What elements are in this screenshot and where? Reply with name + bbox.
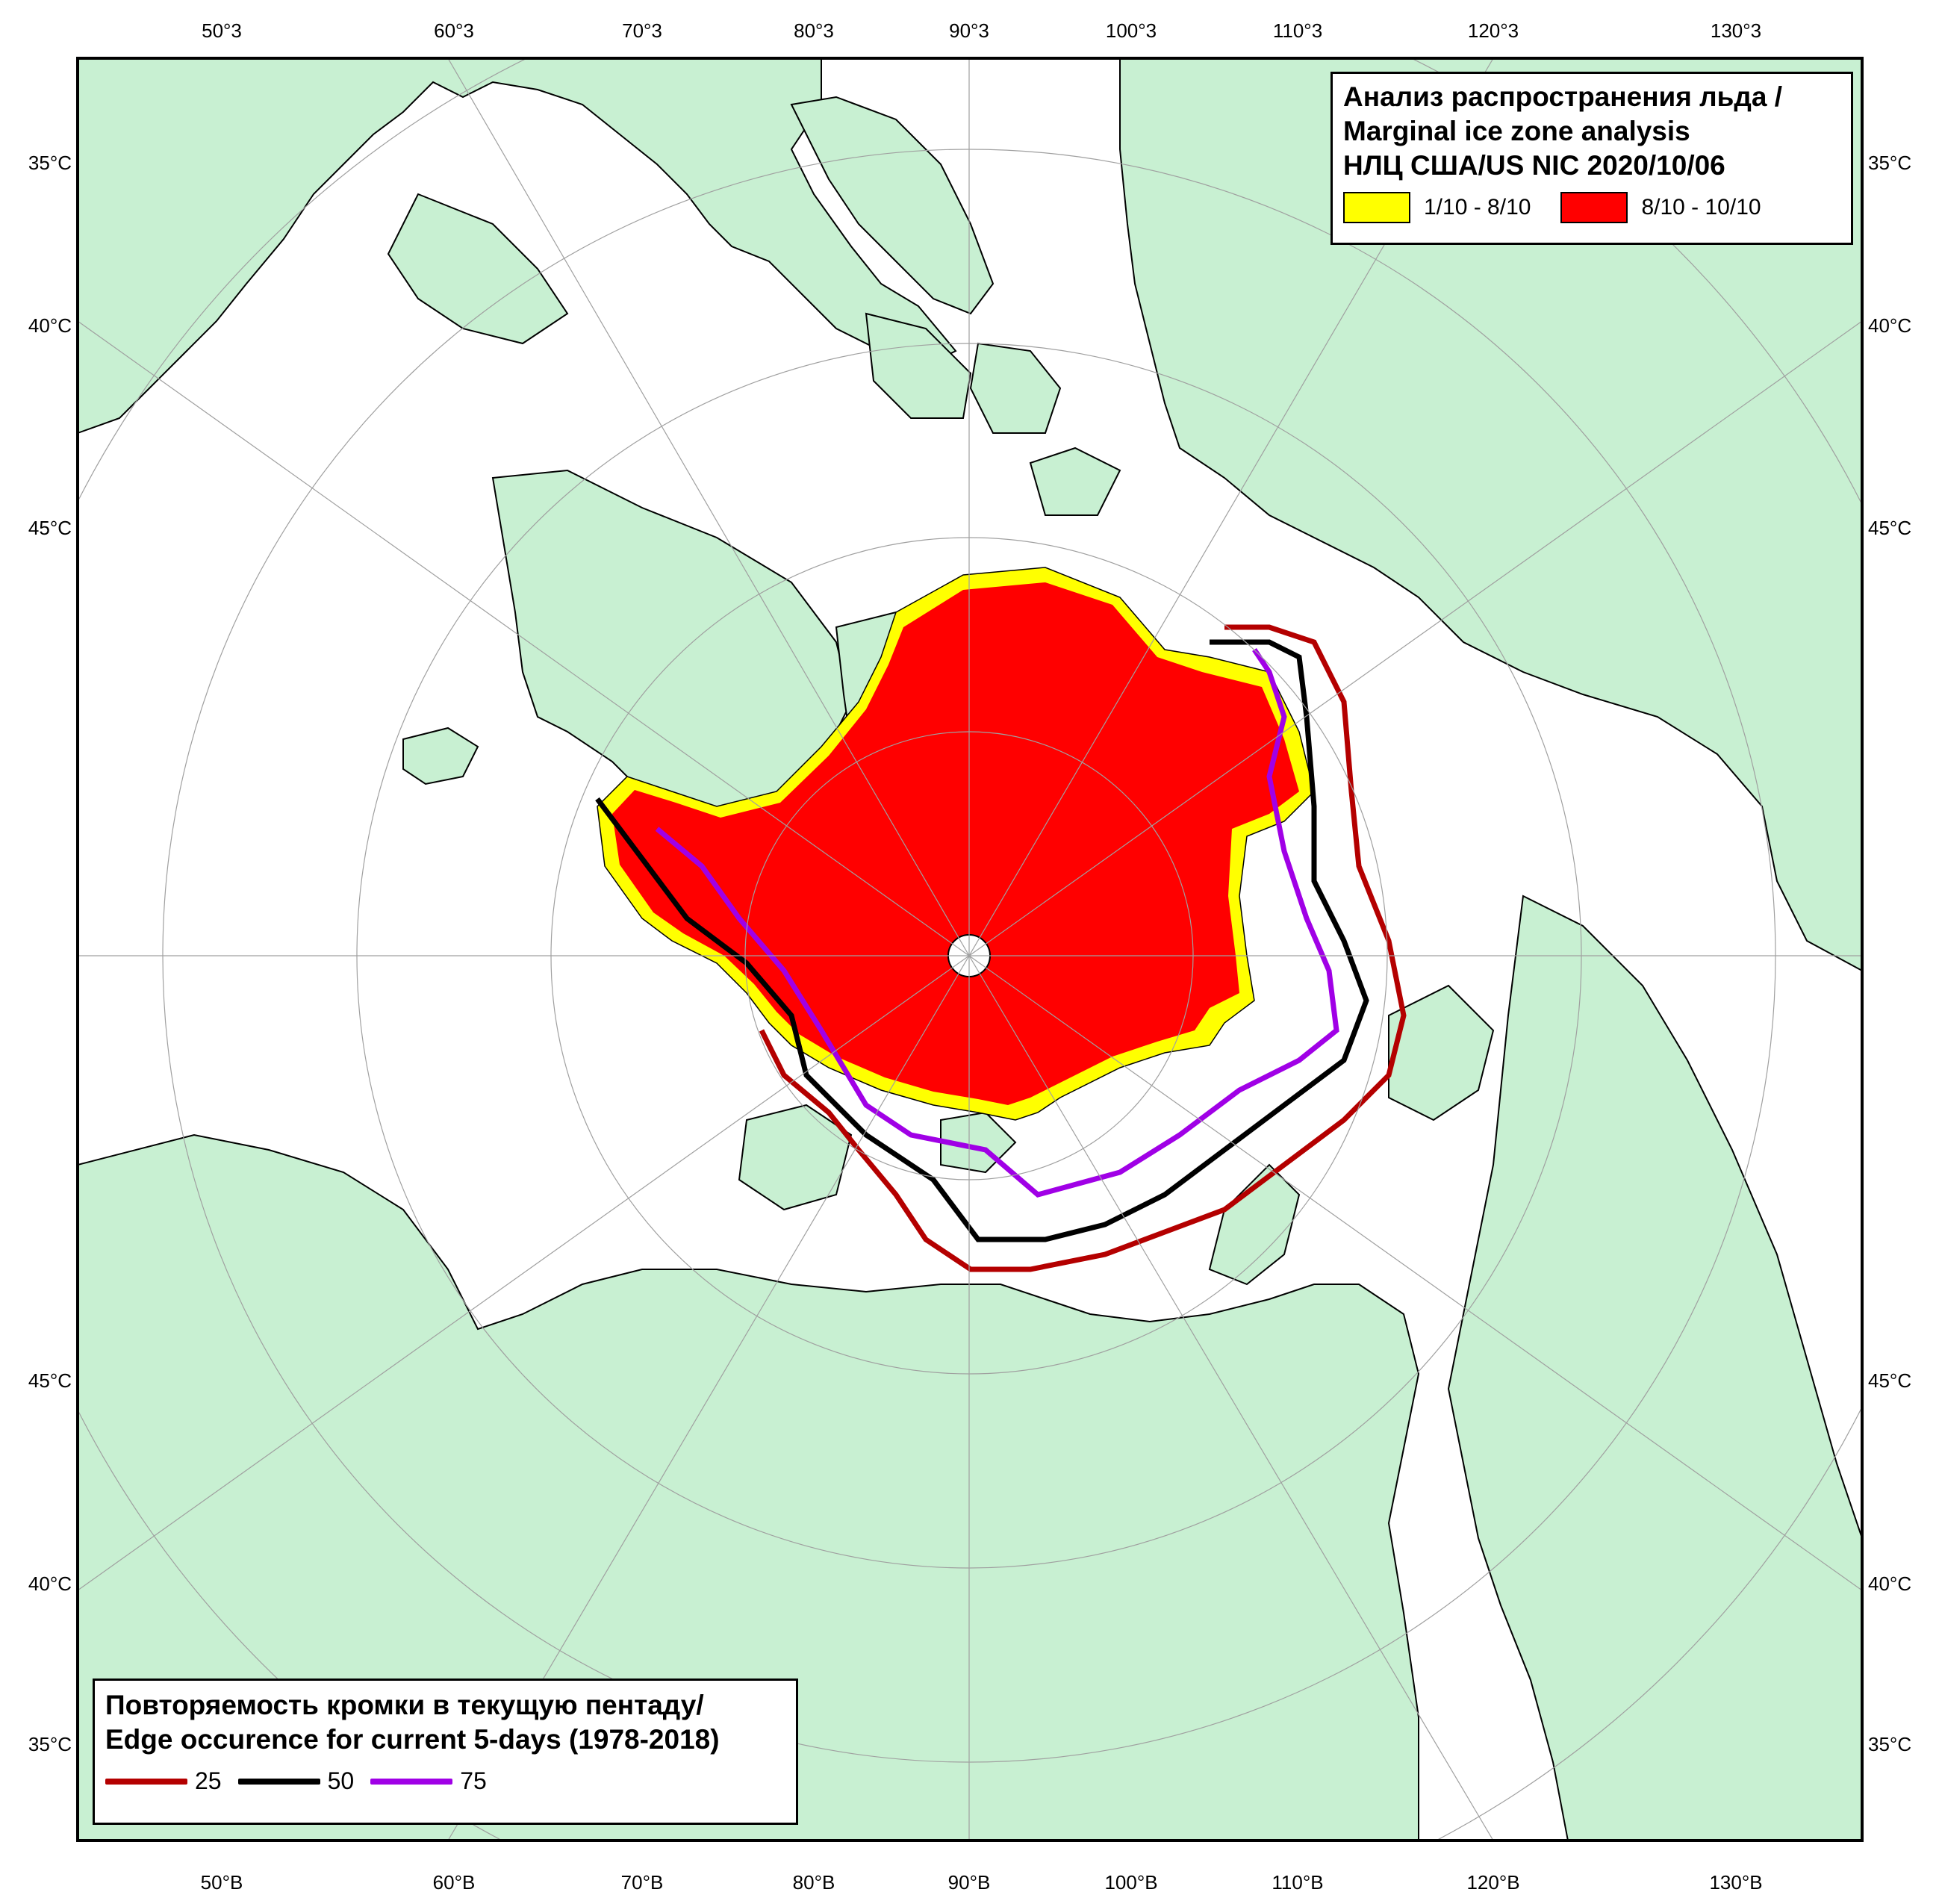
line-sample-75 xyxy=(370,1778,453,1785)
legend-title-line-3: НЛЦ США/US NIC 2020/10/06 xyxy=(1343,150,1725,181)
line-sample-25 xyxy=(105,1778,187,1785)
land xyxy=(78,58,1862,1841)
right-ticks: 35°C 40°C 45°C 45°C 40°C 35°C xyxy=(1868,152,1911,1755)
tick-right-5: 35°C xyxy=(1868,1733,1911,1755)
tick-top-3: 80°3 xyxy=(794,19,834,42)
swatch-8-10-label: 8/10 - 10/10 xyxy=(1641,195,1761,220)
swatch-1-8-label: 1/10 - 8/10 xyxy=(1424,195,1531,220)
edge-line-50 xyxy=(595,639,1369,1242)
edge-legend-title-line-2: Edge occurence for current 5-days (1978-… xyxy=(105,1724,720,1755)
tick-top-2: 70°3 xyxy=(622,19,662,42)
left-ticks: 35°C 40°C 45°C 45°C 40°C 35°C xyxy=(28,152,72,1755)
edge-legend-lines: 25 50 75 xyxy=(105,1767,785,1795)
tick-left-5: 35°C xyxy=(28,1733,72,1755)
tick-right-4: 40°C xyxy=(1868,1572,1911,1595)
map-frame xyxy=(76,57,1864,1842)
legend-title-line-2: Marginal ice zone analysis xyxy=(1343,116,1690,146)
line-sample-50 xyxy=(237,1778,320,1785)
tick-bottom-6: 110°B xyxy=(1272,1871,1323,1894)
line-label-25: 25 xyxy=(195,1767,222,1794)
bottom-ticks: 50°B 60°B 70°B 80°B 90°B 100°B 110°B 120… xyxy=(201,1871,1763,1894)
tick-bottom-7: 120°B xyxy=(1466,1871,1519,1894)
tick-left-4: 40°C xyxy=(28,1572,72,1595)
tick-bottom-0: 50°B xyxy=(201,1871,243,1894)
edge-line-25 xyxy=(759,624,1407,1272)
line-label-75: 75 xyxy=(460,1767,487,1794)
tick-top-1: 60°3 xyxy=(434,19,474,42)
edge-line-75 xyxy=(655,648,1339,1198)
swatch-8-10 xyxy=(1560,192,1628,223)
line-label-50: 50 xyxy=(327,1767,355,1794)
tick-left-2: 45°C xyxy=(28,517,72,539)
tick-bottom-1: 60°B xyxy=(433,1871,476,1894)
tick-top-8: 130°3 xyxy=(1711,19,1761,42)
swatch-1-8 xyxy=(1343,192,1410,223)
tick-top-0: 50°3 xyxy=(202,19,242,42)
legend-title-line-1: Анализ распространения льда / xyxy=(1343,81,1783,112)
legend-swatches: 1/10 - 8/10 8/10 - 10/10 xyxy=(1343,192,1840,223)
tick-left-3: 45°C xyxy=(28,1369,72,1392)
top-ticks: 50°3 60°3 70°3 80°3 90°3 100°3 110°3 120… xyxy=(202,19,1761,42)
tick-bottom-4: 90°B xyxy=(948,1871,991,1894)
tick-top-7: 120°3 xyxy=(1468,19,1519,42)
tick-bottom-5: 100°B xyxy=(1104,1871,1157,1894)
tick-top-5: 100°3 xyxy=(1106,19,1157,42)
edge-occurrence-legend: Повторяемость кромки в текущую пентаду/ … xyxy=(93,1679,798,1825)
tick-right-1: 40°C xyxy=(1868,314,1911,337)
tick-bottom-2: 70°B xyxy=(621,1871,664,1894)
tick-left-0: 35°C xyxy=(28,152,72,174)
tick-right-3: 45°C xyxy=(1868,1369,1911,1392)
tick-top-6: 110°3 xyxy=(1273,19,1322,42)
ice-concentration-legend: Анализ распространения льда / Marginal i… xyxy=(1330,72,1853,245)
tick-bottom-3: 80°B xyxy=(793,1871,835,1894)
edge-legend-title-line-1: Повторяемость кромки в текущую пентаду/ xyxy=(105,1690,704,1720)
tick-right-2: 45°C xyxy=(1868,517,1911,539)
tick-left-1: 40°C xyxy=(28,314,72,337)
tick-right-0: 35°C xyxy=(1868,152,1911,174)
tick-bottom-8: 130°B xyxy=(1709,1871,1762,1894)
tick-top-4: 90°3 xyxy=(949,19,989,42)
